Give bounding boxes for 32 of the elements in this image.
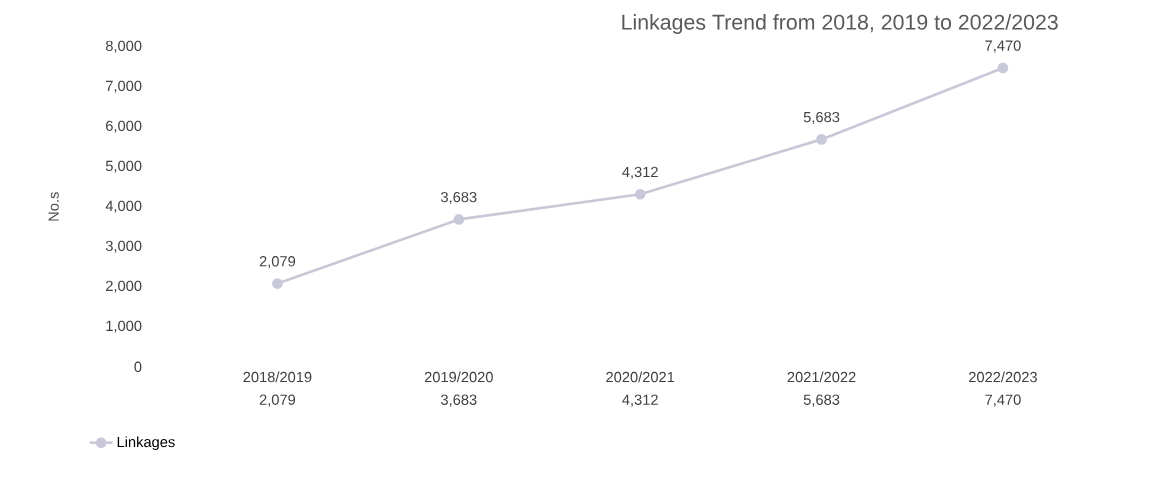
y-tick-label: 7,000 bbox=[106, 80, 142, 93]
y-tick-label: 8,000 bbox=[105, 40, 142, 53]
point bbox=[453, 214, 465, 225]
chart-title: Linkages Trend from 2018, 2019 to 2022/2023 bbox=[622, 14, 1058, 34]
point bbox=[816, 133, 827, 145]
x-tick-label: 2019/2020 bbox=[424, 371, 493, 383]
point bbox=[272, 278, 283, 289]
x-tick-label: 2022/2023 bbox=[969, 371, 1037, 383]
y-axis-title: No.s bbox=[48, 192, 59, 221]
point bbox=[997, 62, 1009, 74]
y-tick-label: 3,000 bbox=[105, 240, 142, 253]
data-label: 5,683 bbox=[803, 394, 840, 407]
text: 5,683 bbox=[803, 111, 840, 124]
text: 7,470 bbox=[985, 40, 1021, 53]
text: 2,079 bbox=[259, 256, 296, 269]
data-label: 3,683 bbox=[441, 394, 477, 407]
legend-label: Linkages bbox=[117, 436, 175, 450]
data-label: 4,312 bbox=[622, 394, 658, 407]
x-tick-label: 2021/2022 bbox=[787, 371, 856, 383]
point bbox=[634, 188, 646, 200]
x-tick-label: 2018/2019 bbox=[243, 371, 312, 383]
y-tick-label: 0 bbox=[134, 361, 142, 372]
y-tick-label: 6,000 bbox=[106, 120, 142, 133]
y-tick-label: 4,000 bbox=[105, 200, 142, 213]
y-tick-label: 5,000 bbox=[105, 160, 142, 173]
x-tick-label: 2020/2021 bbox=[606, 371, 675, 383]
data-label: 7,470 bbox=[985, 394, 1021, 407]
y-tick-label: 2,000 bbox=[106, 280, 142, 293]
y-tick-label: 1,000 bbox=[106, 320, 142, 333]
data-label: 2,079 bbox=[259, 394, 296, 407]
text: 3,683 bbox=[441, 191, 477, 204]
text: 4,312 bbox=[622, 166, 658, 179]
